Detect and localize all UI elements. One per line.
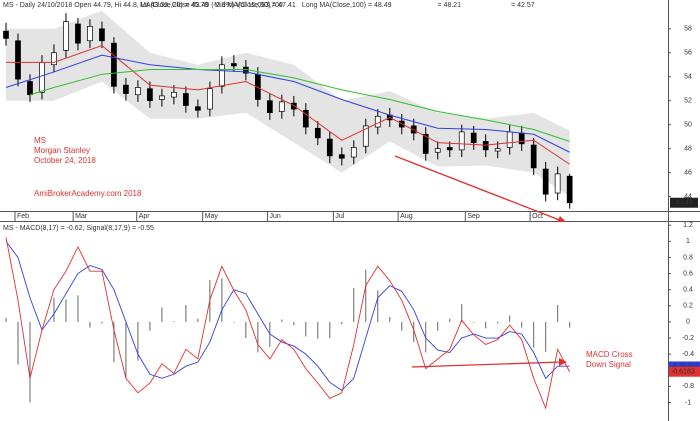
annotation: AmiBrokerAcademy.com 2018 — [34, 189, 142, 198]
candle-body — [374, 115, 381, 128]
last-value-box — [669, 361, 700, 372]
macd-line — [5, 237, 571, 410]
bollinger-band — [5, 10, 570, 197]
arrow-head — [557, 216, 566, 222]
candle-body — [63, 21, 69, 51]
candle-body — [278, 101, 285, 112]
candle-body — [39, 61, 45, 93]
ma-line — [29, 69, 570, 142]
y-tick-label: 0.2 — [683, 303, 693, 310]
x-tick-label: May — [205, 213, 219, 220]
candle-body — [482, 141, 489, 151]
candle-body — [171, 91, 177, 98]
x-tick-label: Oct — [532, 213, 543, 220]
candle-body — [195, 106, 201, 111]
candle-body — [266, 100, 273, 114]
candle-body — [302, 109, 309, 128]
candle-body — [111, 42, 117, 87]
faded-label: = 48.21 — [438, 2, 462, 9]
candle-body — [183, 93, 189, 106]
annotation: Down Signal — [586, 360, 631, 369]
candle-body — [434, 148, 441, 153]
chart-title: MS - Daily 24/10/2018 Open 44.79, Hi 44.… — [3, 2, 283, 9]
candle-body — [470, 132, 477, 144]
y-tick-label: 46 — [684, 169, 692, 176]
y-tick-label: -1 — [685, 399, 691, 406]
candle-body — [27, 81, 33, 96]
y-tick-label: 1 — [686, 238, 690, 245]
chart-title: MS - MACD(8,17) = -0.62, Signal(8,17,9) … — [3, 225, 154, 232]
candle-body — [338, 154, 345, 159]
candle-body — [123, 84, 129, 94]
candle-body — [554, 173, 561, 194]
candle-body — [494, 148, 501, 152]
y-tick-label: 50 — [684, 122, 692, 129]
candle-body — [410, 125, 417, 134]
legend-entry: Long MA(Close,100) = 48.49 — [302, 2, 392, 9]
annotation: MS — [34, 136, 46, 145]
y-tick-label: 0 — [686, 319, 690, 326]
x-tick-label: Feb — [17, 213, 29, 220]
candle-body — [147, 88, 153, 102]
x-tick-label: Jul — [335, 213, 344, 220]
trend-arrow — [394, 155, 563, 222]
annotation: October 24, 2018 — [34, 156, 96, 165]
candle-body — [362, 125, 369, 147]
candle-body — [99, 28, 105, 42]
x-tick-label: Mar — [75, 213, 88, 220]
candle-body — [3, 30, 9, 39]
candle-body — [15, 40, 21, 80]
y-tick-label: 54 — [684, 74, 692, 81]
candle-body — [530, 144, 537, 169]
x-tick-label: Sep — [467, 213, 480, 220]
candle-body — [566, 175, 573, 204]
candle-body — [518, 132, 525, 145]
y-tick-label: 1.2 — [683, 222, 693, 229]
y-tick-label: 44 — [684, 193, 692, 200]
candle-body — [231, 63, 237, 67]
annotation: MACD Cross — [586, 350, 633, 359]
x-tick-label: Jun — [269, 213, 280, 220]
faded-label: = 42.57 — [511, 2, 535, 9]
last-value-box — [670, 197, 698, 208]
legend-entry: Mid MA(Close,50) = 47.41 — [214, 2, 296, 9]
ma-line — [5, 54, 570, 153]
candle-body — [446, 147, 453, 151]
candle-body — [87, 26, 93, 42]
arrow-head — [559, 358, 567, 366]
y-tick-label: 48 — [684, 146, 692, 153]
y-tick-label: 0.8 — [683, 254, 693, 261]
candle-body — [51, 52, 57, 66]
last-value-label: 43.49 — [675, 200, 693, 207]
annotation: Morgan Stanley — [34, 146, 90, 155]
candle-body — [207, 88, 213, 110]
candle-body — [350, 147, 357, 158]
y-tick-label: 52 — [684, 98, 692, 105]
y-tick-label: -0.4 — [682, 351, 694, 358]
trend-arrow — [411, 361, 563, 368]
last-value-label: -0.6183 — [671, 369, 695, 376]
candle-body — [135, 87, 141, 96]
x-tick-label: Apr — [139, 213, 151, 220]
y-tick-label: -0.8 — [682, 383, 694, 390]
candle-body — [326, 138, 333, 157]
y-tick-label: 58 — [684, 26, 692, 33]
y-tick-label: 0.4 — [683, 287, 693, 294]
candle-body — [458, 131, 465, 151]
y-tick-label: 0.6 — [683, 270, 693, 277]
last-value-box — [669, 366, 700, 377]
legend-entry: MA(Close,20) = 45.78 — [140, 2, 208, 9]
candle-body — [75, 23, 81, 44]
x-tick-label: Aug — [400, 213, 413, 220]
candle-body — [314, 127, 321, 139]
y-tick-label: 56 — [684, 50, 692, 57]
y-tick-label: -0.2 — [682, 335, 694, 342]
candle-body — [159, 95, 165, 100]
candle-body — [219, 64, 225, 87]
candle-body — [422, 133, 429, 154]
candle-body — [506, 131, 513, 148]
candle-body — [542, 168, 549, 195]
ma-line — [5, 44, 570, 165]
